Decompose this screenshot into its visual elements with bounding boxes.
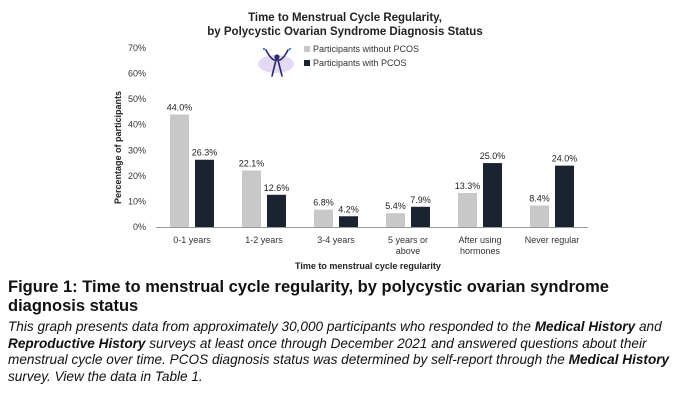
y-tick-label: 10% xyxy=(128,196,146,206)
x-tick-label: After using xyxy=(458,235,501,245)
y-tick-label: 20% xyxy=(128,171,146,181)
person-stretching-logo-icon xyxy=(258,47,294,77)
bars: 44.0% 26.3% 22.1% 12.6% 6.8% 4.2% 5.4% 7.9% 13.3… xyxy=(167,102,578,227)
bar-with-pcos xyxy=(483,163,502,227)
bar-without-pcos xyxy=(458,192,477,227)
x-tick-label: above xyxy=(396,246,421,256)
medical-history-emphasis-2: Medical History xyxy=(568,352,670,367)
legend: Participants without PCOS Participants wi… xyxy=(258,44,419,77)
legend-label-without-pcos: Participants without PCOS xyxy=(313,44,419,54)
legend-label-with-pcos: Participants with PCOS xyxy=(313,58,407,68)
bar-with-pcos xyxy=(195,159,214,227)
data-label: 5.4% xyxy=(385,201,406,211)
y-axis: 0% 10% 20% 30% 40% 50% 60% 70% Percentage of par… xyxy=(113,43,146,232)
bar-with-pcos xyxy=(267,194,286,227)
data-label: 22.1% xyxy=(239,158,265,168)
data-label: 7.9% xyxy=(410,195,431,205)
x-tick-label: 1-2 years xyxy=(245,235,283,245)
data-label: 24.0% xyxy=(552,154,578,164)
bar-without-pcos xyxy=(314,209,333,227)
x-axis-title: Time to menstrual cycle regularity xyxy=(295,261,441,271)
y-tick-label: 0% xyxy=(133,222,146,232)
bar-with-pcos xyxy=(411,206,430,227)
figure-title: Figure 1: Time to menstrual cycle regula… xyxy=(8,278,609,315)
legend-swatch-with-pcos xyxy=(304,60,310,66)
y-tick-label: 50% xyxy=(128,94,146,104)
x-tick-label: 5 years or xyxy=(388,235,428,245)
figure-description: This graph presents data from approximat… xyxy=(8,319,670,384)
chart-title: Time to Menstrual Cycle Regularity, by Po… xyxy=(207,12,482,38)
bar-with-pcos xyxy=(339,216,358,227)
y-tick-label: 60% xyxy=(128,69,146,79)
data-label: 4.2% xyxy=(338,204,359,214)
chart-title-line-1: Time to Menstrual Cycle Regularity, xyxy=(248,12,442,24)
y-tick-label: 70% xyxy=(128,43,146,53)
medical-history-emphasis: Medical History xyxy=(534,319,636,334)
data-label: 6.8% xyxy=(313,198,334,208)
bar-without-pcos xyxy=(170,114,189,227)
x-tick-label: 0-1 years xyxy=(173,235,211,245)
y-tick-label: 30% xyxy=(128,145,146,155)
y-axis-title: Percentage of participants xyxy=(113,91,123,204)
x-tick-label: hormones xyxy=(460,246,501,256)
bar-without-pcos xyxy=(530,205,549,227)
data-label: 44.0% xyxy=(167,102,193,112)
bar-without-pcos xyxy=(386,213,405,227)
chart: Time to Menstrual Cycle Regularity, by Po… xyxy=(113,12,588,271)
x-tick-label: 3-4 years xyxy=(317,235,355,245)
x-tick-label: Never regular xyxy=(525,235,580,245)
data-label: 26.3% xyxy=(192,148,218,158)
reproductive-history-emphasis: Reproductive History xyxy=(8,335,146,351)
legend-swatch-without-pcos xyxy=(304,46,310,52)
data-label: 12.6% xyxy=(264,183,290,193)
bar-without-pcos xyxy=(242,170,261,227)
y-tick-label: 40% xyxy=(128,120,146,130)
chart-title-line-2: by Polycystic Ovarian Syndrome Diagnosis… xyxy=(207,26,482,38)
bar-with-pcos xyxy=(555,165,574,227)
data-label: 8.4% xyxy=(529,194,550,204)
x-axis: 0-1 years 1-2 years 3-4 years 5 years orabo… xyxy=(156,227,588,271)
data-label: 25.0% xyxy=(480,151,506,161)
data-label: 13.3% xyxy=(455,181,481,191)
